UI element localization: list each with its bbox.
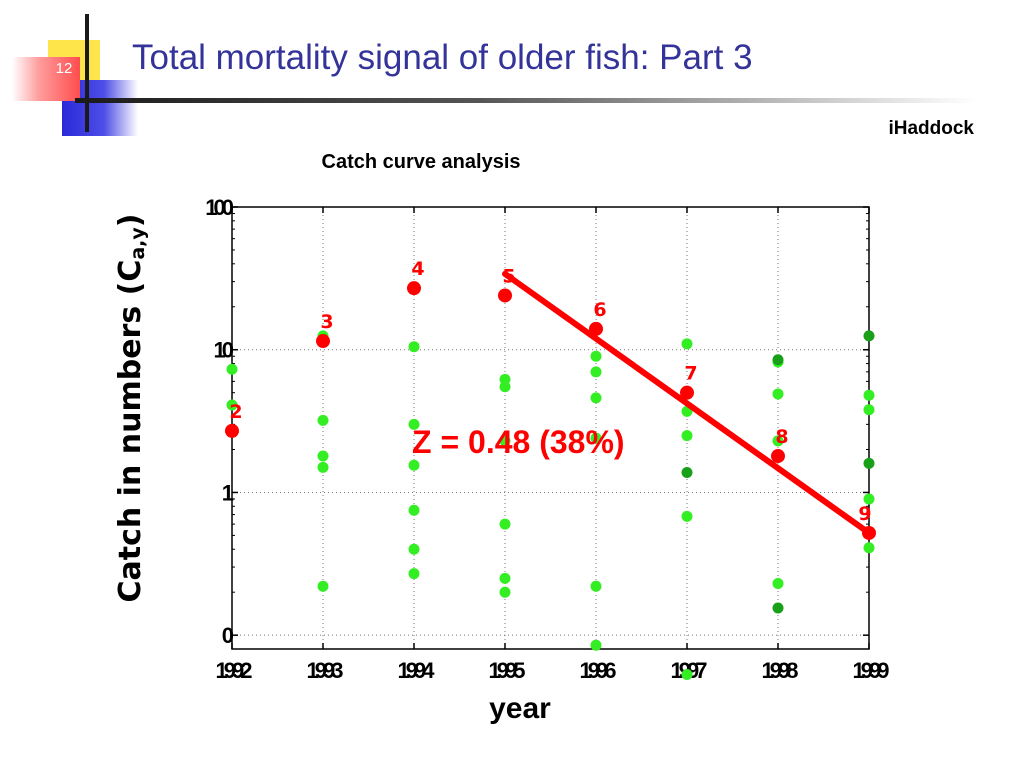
fit-line (502, 270, 872, 536)
cohort-point-label: 2 (229, 401, 242, 423)
other-age-point (499, 572, 511, 584)
x-axis-label: year (489, 692, 551, 725)
cohort-point (225, 423, 239, 438)
other-age-point-dark (772, 602, 784, 614)
slide-title: Total mortality signal of older fish: Pa… (132, 38, 753, 77)
other-age-point (590, 432, 602, 444)
title-underline (75, 98, 975, 103)
z-annotation: Z = 0.48 (38%) (412, 424, 625, 460)
other-age-point (772, 388, 784, 400)
cohort-point-label: 5 (502, 265, 515, 287)
species-label: iHaddock (888, 118, 974, 139)
other-age-point (772, 578, 784, 590)
other-age-point-dark (772, 354, 784, 366)
other-age-point (317, 461, 329, 473)
other-age-point (590, 639, 602, 651)
cohort-point-label: 8 (775, 426, 788, 448)
other-age-point (408, 341, 420, 353)
other-age-point-dark (681, 466, 693, 478)
other-age-point (408, 418, 420, 430)
cohort-point-label: 6 (593, 299, 606, 321)
x-tick-label: 1992 (216, 658, 253, 683)
x-tick-label: 1994 (398, 658, 436, 683)
slide-number: 12 (55, 60, 73, 77)
cohort-point-label: 4 (411, 258, 424, 280)
y-tick-label: 100 (205, 195, 233, 220)
other-age-point (863, 404, 875, 416)
cohort-point-label: 7 (684, 363, 697, 385)
cohort-point (862, 525, 876, 540)
other-age-point (863, 493, 875, 505)
cohort-point-label: 3 (320, 311, 333, 333)
cohort-point (498, 288, 512, 303)
cohort-point (407, 281, 421, 296)
other-age-point (681, 338, 693, 350)
other-age-point (317, 580, 329, 592)
other-age-point (317, 450, 329, 462)
other-age-point (226, 399, 238, 411)
other-age-point (681, 430, 693, 442)
cohort-point-label: 9 (858, 503, 871, 525)
cohort-point (316, 334, 330, 349)
other-age-point-dark (863, 330, 875, 342)
other-age-point (408, 568, 420, 580)
y-axis-label-main: Catch in numbers (C (113, 260, 148, 603)
other-age-point (681, 669, 693, 681)
x-tick-label: 1995 (489, 658, 526, 683)
other-age-point (408, 504, 420, 516)
x-tick-label: 1999 (853, 658, 890, 683)
other-age-point (863, 389, 875, 401)
cohort-points: 2 3 4 5 6 7 8 9 (225, 258, 876, 540)
other-age-point (590, 392, 602, 404)
x-tick-label: 1996 (580, 658, 617, 683)
other-age-point (681, 510, 693, 522)
y-tick-label: 10 (214, 338, 234, 363)
other-age-point (772, 435, 784, 447)
other-age-point (408, 459, 420, 471)
other-ages-points (226, 330, 875, 681)
other-age-point (863, 542, 875, 554)
other-age-point (590, 366, 602, 378)
y-axis-label-subscript: a,y (127, 227, 149, 260)
chart-title: Catch curve analysis (322, 151, 521, 173)
other-age-point (499, 518, 511, 530)
other-age-point (226, 363, 238, 375)
y-axis-label: Catch in numbers (Ca,y) (113, 213, 149, 602)
other-age-point (317, 414, 329, 426)
y-axis-label-end: ) (113, 213, 148, 227)
cohort-point (589, 321, 603, 336)
title-decoration-red (12, 57, 80, 101)
other-age-point (499, 586, 511, 598)
cohort-point (771, 449, 785, 464)
other-age-point (408, 543, 420, 555)
other-age-point-dark (863, 457, 875, 469)
cohort-point (680, 385, 694, 400)
other-age-point (590, 350, 602, 362)
other-age-point (590, 580, 602, 592)
title-decoration-vertical-rule (85, 14, 89, 132)
other-age-point (499, 435, 511, 447)
other-age-point (499, 381, 511, 393)
x-tick-label: 1998 (762, 658, 799, 683)
x-tick-label: 1993 (307, 658, 344, 683)
